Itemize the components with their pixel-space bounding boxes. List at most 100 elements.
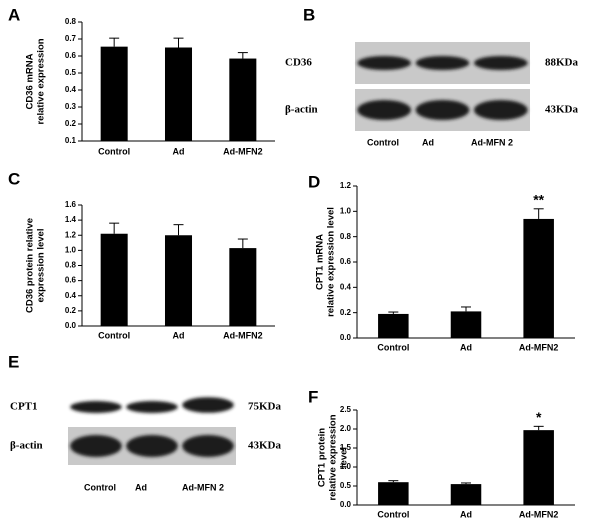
x-tick-label: Ad-MFN2 — [519, 509, 559, 519]
blot-size-label: 75KDa — [248, 401, 282, 413]
y-tick-label: 2.5 — [340, 405, 352, 414]
blot-band — [357, 100, 411, 120]
error-bar — [533, 208, 544, 219]
y-tick-label: 1.0 — [340, 206, 352, 215]
y-axis-label: level — [339, 447, 350, 468]
blot-size-label: 88KDa — [545, 57, 579, 69]
error-bar — [533, 425, 544, 431]
y-tick-label: 0.6 — [65, 51, 77, 60]
significance-mark: * — [536, 409, 542, 425]
bar — [100, 46, 128, 141]
error-bar — [461, 482, 471, 485]
y-axis-label: CD36 mRNA — [25, 53, 36, 109]
y-tick-label: 0.0 — [340, 500, 352, 509]
panel-letter: C — [8, 169, 20, 188]
y-tick-label: 0.2 — [65, 119, 77, 128]
y-tick-label: 1.0 — [65, 245, 77, 254]
y-axis-label: CPT1 mRNA — [315, 234, 326, 290]
x-tick-label: Control — [377, 342, 409, 352]
error-bar — [109, 222, 120, 234]
bar — [378, 482, 409, 505]
y-tick-label: 1.6 — [65, 200, 77, 209]
bar — [229, 58, 257, 141]
x-tick-label: Ad — [460, 342, 472, 352]
y-tick-label: 0.5 — [340, 481, 352, 490]
blot-lane-label: Ad — [135, 482, 147, 492]
y-tick-label: 0.2 — [340, 308, 352, 317]
y-tick-label: 1.4 — [65, 215, 77, 224]
y-tick-label: 0.4 — [65, 85, 77, 94]
error-bar — [109, 37, 120, 47]
x-tick-label: Ad-MFN2 — [223, 330, 263, 340]
blot-band — [415, 100, 470, 120]
y-tick-label: 1.2 — [65, 230, 77, 239]
blot-lane-label: Control — [367, 137, 399, 147]
bar — [523, 430, 554, 505]
blot-band — [126, 401, 178, 413]
x-tick-label: Ad — [173, 146, 185, 156]
bar — [164, 235, 193, 326]
error-bar — [388, 480, 399, 483]
y-axis-label: expression level — [36, 229, 47, 303]
blot-band — [357, 56, 411, 70]
y-tick-label: 0.3 — [65, 102, 77, 111]
blot-band — [474, 56, 528, 70]
y-tick-label: 0.4 — [65, 291, 77, 300]
x-tick-label: Ad — [173, 330, 185, 340]
x-tick-label: Control — [377, 509, 409, 519]
y-tick-label: 0.8 — [340, 232, 352, 241]
bar — [523, 218, 554, 338]
y-tick-label: 0.5 — [65, 68, 77, 77]
y-tick-label: 0.2 — [65, 306, 77, 315]
y-axis-label: relative expression — [328, 414, 339, 500]
panel-letter: D — [308, 172, 320, 191]
blot-size-label: 43KDa — [545, 104, 579, 116]
panel-letter: E — [8, 352, 19, 371]
y-tick-label: 0.0 — [340, 333, 352, 342]
bar — [378, 313, 409, 338]
blot-lane-label: Control — [84, 482, 116, 492]
blot-lane-label: Ad — [422, 137, 434, 147]
blot-protein-label: β-actin — [10, 440, 43, 452]
y-axis-label: CPT1 protein — [317, 428, 328, 487]
error-bar — [461, 306, 471, 312]
y-tick-label: 0.1 — [65, 136, 77, 145]
y-tick-label: 2.0 — [340, 424, 352, 433]
bar — [100, 233, 128, 326]
significance-mark: ** — [533, 192, 544, 208]
x-tick-label: Ad-MFN2 — [519, 342, 559, 352]
bar — [450, 484, 482, 505]
blot-band — [182, 397, 234, 413]
blot-size-label: 43KDa — [248, 440, 282, 452]
blot-lane-label: Ad-MFN 2 — [471, 137, 513, 147]
panel-letter: B — [303, 5, 315, 24]
error-bar — [388, 311, 399, 314]
blot-band — [474, 100, 528, 120]
blot-protein-label: β-actin — [285, 104, 318, 116]
y-axis-label: CD36 protein relative — [25, 218, 36, 313]
x-tick-label: Ad-MFN2 — [223, 146, 263, 156]
blot-band — [70, 435, 122, 457]
y-tick-label: 0.6 — [65, 276, 77, 285]
y-tick-label: 0.0 — [65, 321, 77, 330]
x-tick-label: Control — [98, 146, 130, 156]
panel-letter: A — [8, 5, 20, 24]
y-axis-label: relative expression level — [326, 207, 337, 317]
x-tick-label: Ad — [460, 509, 472, 519]
bar — [450, 311, 482, 338]
panel-letter: F — [308, 387, 318, 406]
blot-band — [70, 401, 122, 413]
x-tick-label: Control — [98, 330, 130, 340]
blot-band — [415, 56, 470, 70]
y-tick-label: 1.0 — [340, 462, 352, 471]
y-axis-label: relative expression — [36, 38, 47, 124]
error-bar — [173, 37, 184, 48]
error-bar — [237, 52, 248, 59]
bar — [229, 248, 257, 326]
blot-band — [182, 435, 234, 457]
y-tick-label: 0.8 — [65, 17, 77, 26]
blot-protein-label: CD36 — [285, 57, 312, 69]
bar — [164, 47, 193, 141]
blot-protein-label: CPT1 — [10, 401, 38, 413]
